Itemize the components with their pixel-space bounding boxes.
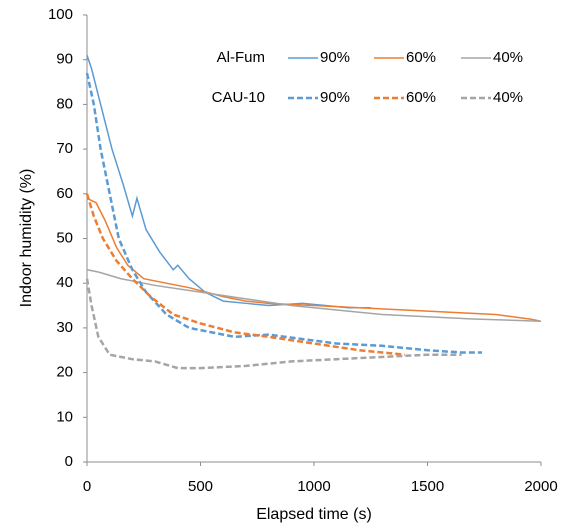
y-tick-label: 90 [56, 51, 73, 68]
y-tick-label: 0 [65, 453, 73, 470]
data-line [86, 269, 542, 322]
legend-label: 40% [493, 89, 523, 106]
legend-label: 90% [320, 89, 350, 106]
y-tick-label: 10 [56, 408, 73, 425]
x-axis-title: Elapsed time (s) [256, 506, 372, 523]
y-tick-label: 50 [56, 229, 73, 246]
y-tick-label: 100 [48, 6, 73, 23]
data-line [86, 54, 371, 309]
x-tick-label: 1500 [411, 478, 444, 495]
legend-label: 40% [493, 49, 523, 66]
y-tick-label: 30 [56, 319, 73, 336]
y-tick-label: 40 [56, 274, 73, 291]
x-tick-label: 2000 [524, 478, 557, 495]
legend-group-label: CAU-10 [212, 89, 265, 106]
legend-label: 60% [406, 49, 436, 66]
y-tick-label: 70 [56, 140, 73, 157]
y-tick-label: 80 [56, 95, 73, 112]
data-line [85, 193, 405, 356]
legend-group-label: Al-Fum [217, 49, 265, 66]
y-tick-label: 60 [56, 185, 73, 202]
y-axis-title: Indoor humidity (%) [18, 169, 35, 308]
data-line [86, 197, 542, 322]
x-tick-label: 0 [83, 478, 91, 495]
data-line [85, 278, 462, 370]
data-line [85, 72, 482, 354]
x-tick-label: 1000 [297, 478, 330, 495]
x-tick-label: 500 [188, 478, 213, 495]
legend-label: 90% [320, 49, 350, 66]
y-tick-label: 20 [56, 364, 73, 381]
legend-label: 60% [406, 89, 436, 106]
